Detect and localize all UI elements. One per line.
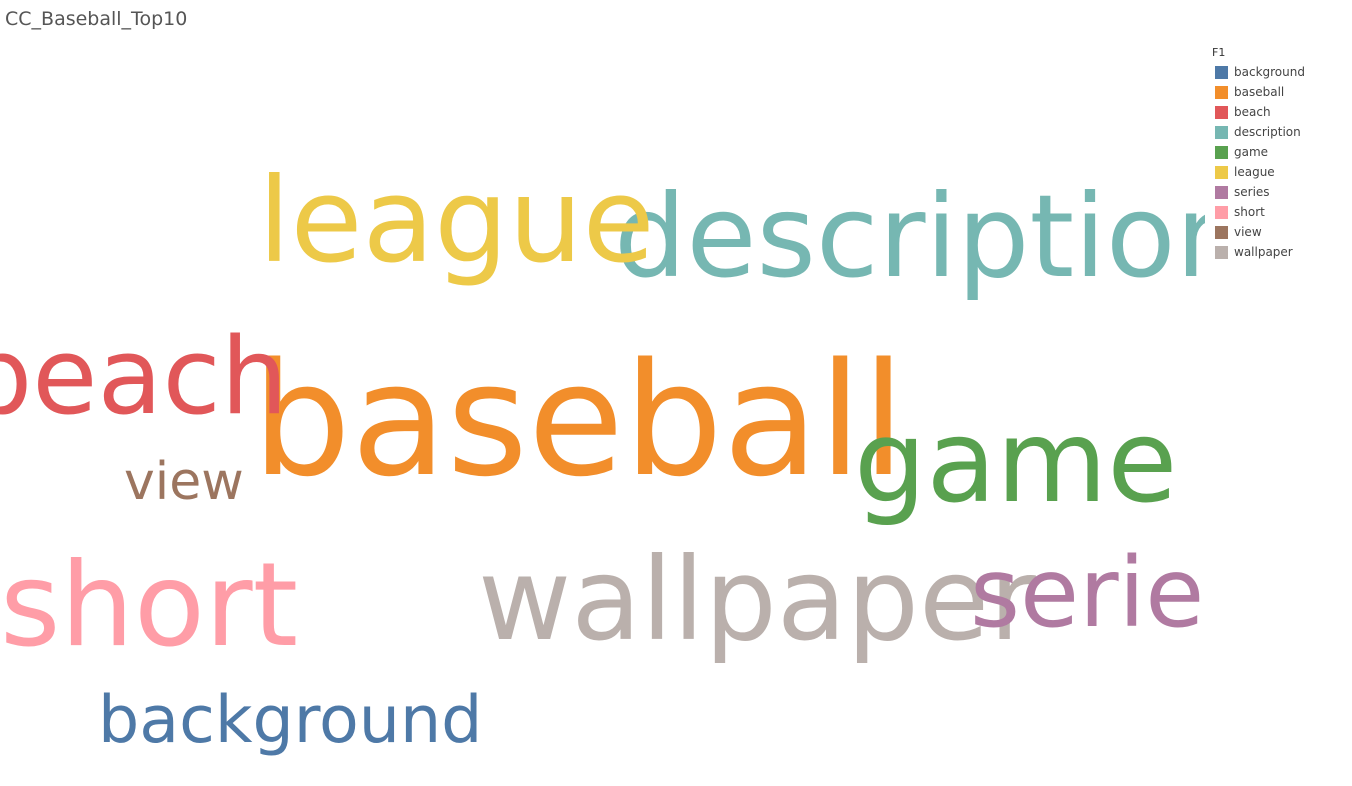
legend-swatch-beach <box>1215 105 1228 119</box>
legend-label-view: view <box>1234 225 1262 239</box>
legend-swatch-baseball <box>1215 85 1228 99</box>
legend-item-short[interactable]: short <box>1212 202 1305 222</box>
legend-item-wallpaper[interactable]: wallpaper <box>1212 242 1305 262</box>
legend-item-beach[interactable]: beach <box>1212 102 1305 122</box>
legend-item-series[interactable]: series <box>1212 182 1305 202</box>
legend-label-description: description <box>1234 125 1301 139</box>
word-background[interactable]: background <box>98 683 483 758</box>
legend-label-league: league <box>1234 165 1275 179</box>
legend-swatch-wallpaper <box>1215 245 1228 259</box>
legend-item-background[interactable]: background <box>1212 62 1305 82</box>
legend-item-view[interactable]: view <box>1212 222 1305 242</box>
word-wallpaper[interactable]: wallpaper <box>478 533 1037 666</box>
legend-swatch-description <box>1215 125 1228 139</box>
chart-title: CC_Baseball_Top10 <box>5 8 188 30</box>
legend-swatch-game <box>1215 145 1228 159</box>
word-cloud: baseball description league short wallpa… <box>0 152 1205 758</box>
legend-swatch-view <box>1215 225 1228 239</box>
legend-swatch-series <box>1215 185 1228 199</box>
legend-label-background: background <box>1234 65 1305 79</box>
legend-item-league[interactable]: league <box>1212 162 1305 182</box>
legend: F1 background baseball beach description… <box>1212 46 1305 262</box>
legend-label-baseball: baseball <box>1234 85 1285 99</box>
word-game[interactable]: game <box>854 395 1178 528</box>
legend-swatch-league <box>1215 165 1228 179</box>
legend-title: F1 <box>1212 46 1226 59</box>
word-series[interactable]: series <box>970 537 1205 649</box>
word-baseball[interactable]: baseball <box>252 329 906 511</box>
legend-item-game[interactable]: game <box>1212 142 1305 162</box>
legend-label-series: series <box>1234 185 1270 199</box>
legend-items: background baseball beach description ga… <box>1212 62 1305 262</box>
word-view[interactable]: view <box>124 452 244 512</box>
legend-item-description[interactable]: description <box>1212 122 1305 142</box>
legend-swatch-short <box>1215 205 1228 219</box>
legend-swatch-background <box>1215 65 1228 79</box>
word-beach[interactable]: beach <box>0 315 288 438</box>
word-league[interactable]: league <box>258 152 655 289</box>
word-description[interactable]: description <box>614 170 1205 303</box>
word-short[interactable]: short <box>0 538 299 673</box>
legend-label-short: short <box>1234 205 1265 219</box>
legend-label-game: game <box>1234 145 1269 159</box>
legend-label-wallpaper: wallpaper <box>1234 245 1293 259</box>
legend-item-baseball[interactable]: baseball <box>1212 82 1305 102</box>
legend-label-beach: beach <box>1234 105 1271 119</box>
